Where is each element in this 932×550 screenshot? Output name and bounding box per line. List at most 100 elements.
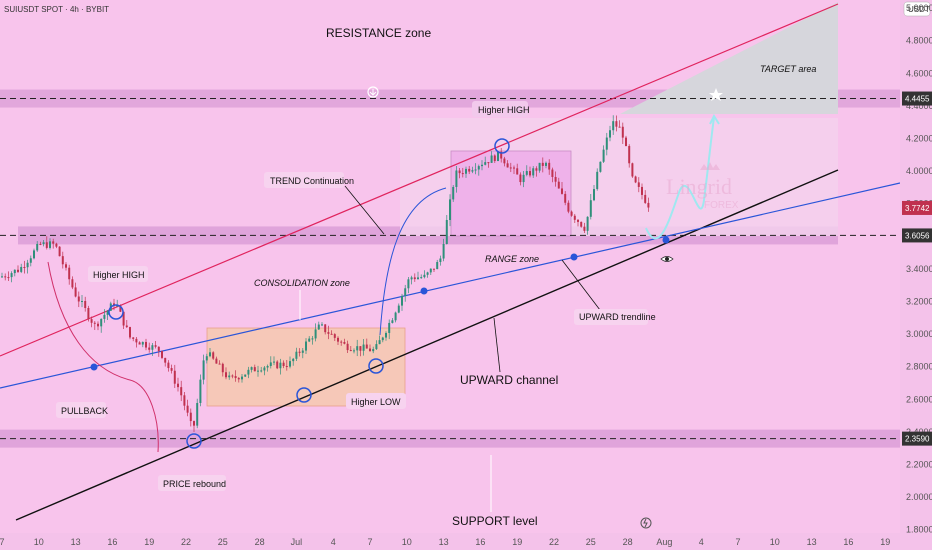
candle[interactable] bbox=[436, 259, 439, 270]
candle[interactable] bbox=[497, 151, 499, 162]
candle[interactable] bbox=[257, 365, 259, 377]
candle[interactable] bbox=[129, 326, 131, 340]
candle[interactable] bbox=[39, 241, 42, 246]
candle[interactable] bbox=[68, 264, 71, 285]
candle[interactable] bbox=[125, 320, 128, 329]
candle[interactable] bbox=[391, 317, 394, 324]
candle[interactable] bbox=[161, 350, 163, 360]
candle[interactable] bbox=[599, 161, 602, 173]
event-flag-icon[interactable] bbox=[367, 86, 379, 98]
candle[interactable] bbox=[365, 338, 368, 349]
candle[interactable] bbox=[612, 115, 615, 135]
candle[interactable] bbox=[541, 157, 544, 173]
candle[interactable] bbox=[215, 356, 218, 364]
candle[interactable] bbox=[292, 357, 295, 366]
candle[interactable] bbox=[132, 337, 135, 342]
candle[interactable] bbox=[321, 322, 323, 327]
candle[interactable] bbox=[634, 175, 637, 184]
candle[interactable] bbox=[247, 366, 250, 379]
candle[interactable] bbox=[641, 183, 643, 200]
candle[interactable] bbox=[205, 353, 208, 364]
candle[interactable] bbox=[346, 340, 349, 354]
candle[interactable] bbox=[266, 364, 269, 372]
candle[interactable] bbox=[631, 162, 634, 178]
candle[interactable] bbox=[260, 366, 263, 373]
candle[interactable] bbox=[423, 270, 426, 279]
candle[interactable] bbox=[311, 335, 314, 345]
lightning-icon[interactable] bbox=[640, 517, 652, 529]
candle[interactable] bbox=[189, 408, 192, 427]
candle[interactable] bbox=[228, 371, 231, 380]
candle[interactable] bbox=[503, 156, 506, 167]
candle[interactable] bbox=[605, 132, 608, 156]
candle[interactable] bbox=[45, 236, 48, 250]
candle[interactable] bbox=[554, 171, 557, 187]
candle[interactable] bbox=[314, 323, 317, 342]
candle[interactable] bbox=[305, 338, 307, 354]
candle[interactable] bbox=[26, 259, 29, 274]
candle[interactable] bbox=[481, 160, 483, 171]
candle[interactable] bbox=[122, 311, 125, 330]
candle[interactable] bbox=[564, 191, 567, 206]
candle[interactable] bbox=[519, 172, 522, 186]
symbol-label[interactable]: SUIUSDT SPOT · 4h · BYBIT bbox=[4, 5, 109, 14]
candle[interactable] bbox=[522, 171, 525, 188]
candle[interactable] bbox=[333, 333, 336, 342]
candle[interactable] bbox=[596, 168, 599, 191]
candle[interactable] bbox=[417, 271, 419, 280]
candle[interactable] bbox=[369, 344, 371, 352]
candle[interactable] bbox=[509, 162, 512, 173]
candle[interactable] bbox=[618, 120, 621, 128]
candle[interactable] bbox=[449, 194, 451, 227]
candle[interactable] bbox=[269, 356, 272, 369]
candle[interactable] bbox=[253, 364, 256, 372]
candle[interactable] bbox=[372, 346, 375, 354]
candle[interactable] bbox=[577, 219, 579, 227]
candle[interactable] bbox=[42, 239, 45, 247]
candle[interactable] bbox=[183, 392, 186, 411]
candle[interactable] bbox=[458, 167, 461, 179]
candle[interactable] bbox=[212, 351, 215, 360]
candle[interactable] bbox=[202, 354, 205, 385]
candle[interactable] bbox=[628, 144, 631, 168]
candle[interactable] bbox=[349, 346, 352, 352]
currency-badge[interactable] bbox=[903, 1, 931, 17]
candle[interactable] bbox=[186, 399, 189, 417]
candle[interactable] bbox=[225, 367, 227, 380]
candle[interactable] bbox=[282, 360, 285, 369]
candle[interactable] bbox=[151, 342, 154, 356]
candle[interactable] bbox=[397, 303, 400, 314]
candle[interactable] bbox=[157, 346, 160, 357]
candle[interactable] bbox=[237, 376, 240, 383]
candle[interactable] bbox=[221, 362, 224, 377]
candle[interactable] bbox=[273, 356, 275, 366]
candle[interactable] bbox=[407, 276, 410, 294]
candle[interactable] bbox=[84, 296, 87, 312]
time-axis-bg[interactable] bbox=[0, 533, 900, 550]
candle[interactable] bbox=[385, 331, 387, 341]
candle[interactable] bbox=[593, 184, 595, 202]
candle[interactable] bbox=[29, 255, 32, 267]
candle[interactable] bbox=[177, 377, 179, 392]
candle[interactable] bbox=[359, 346, 362, 357]
candle[interactable] bbox=[148, 342, 151, 353]
candle[interactable] bbox=[106, 310, 109, 321]
candle[interactable] bbox=[145, 338, 147, 351]
candle[interactable] bbox=[378, 335, 381, 345]
candle[interactable] bbox=[625, 135, 627, 147]
candle[interactable] bbox=[570, 210, 573, 217]
candle[interactable] bbox=[647, 197, 650, 212]
candle[interactable] bbox=[74, 282, 77, 298]
candle[interactable] bbox=[529, 166, 531, 178]
candle[interactable] bbox=[301, 348, 304, 359]
candle[interactable] bbox=[250, 366, 253, 373]
candle[interactable] bbox=[452, 185, 455, 202]
candle[interactable] bbox=[170, 364, 173, 374]
candle[interactable] bbox=[343, 338, 346, 345]
candle[interactable] bbox=[324, 324, 327, 335]
candle[interactable] bbox=[141, 341, 144, 348]
candle[interactable] bbox=[381, 336, 384, 343]
candle[interactable] bbox=[513, 165, 515, 175]
candle[interactable] bbox=[285, 360, 288, 371]
